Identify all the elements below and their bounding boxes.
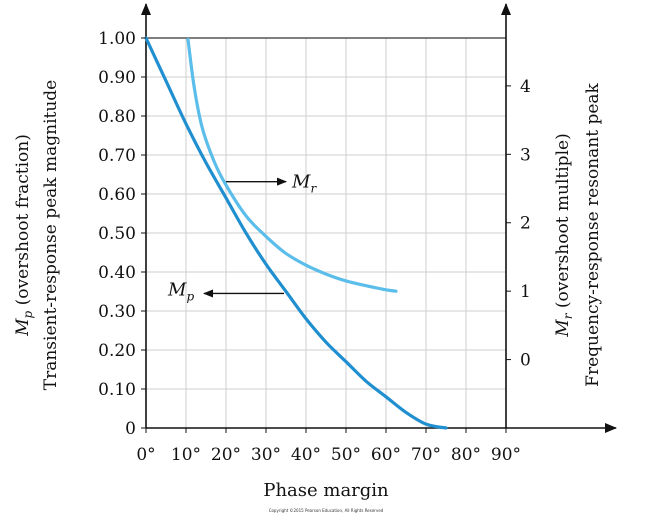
series-line-mr	[186, 37, 398, 293]
grid-lines	[146, 38, 506, 428]
left-tick-label: 0.80	[98, 107, 136, 127]
x-tick-label: 0°	[136, 445, 155, 465]
left-tick-label: 0.20	[98, 341, 136, 361]
left-tick-label: 0.70	[98, 146, 136, 166]
right-tick-label: 2	[520, 214, 531, 234]
x-tick-label: 40°	[291, 445, 321, 465]
right-tick-label: 0	[520, 351, 531, 371]
x-axis-label: Phase margin	[263, 480, 389, 501]
x-tick-label: 70°	[411, 445, 441, 465]
x-tick-label: 60°	[371, 445, 401, 465]
left-tick-label: 1.00	[98, 29, 136, 49]
mp-annotation-label: Mp	[167, 279, 194, 303]
left-tick-label: 0.10	[98, 380, 136, 400]
x-tick-label: 10°	[171, 445, 201, 465]
curve-annotations: Mr Mp	[167, 172, 317, 304]
left-tick-label: 0.30	[98, 302, 136, 322]
x-tick-label: 30°	[251, 445, 281, 465]
left-tick-label: 0.60	[98, 185, 136, 205]
right-tick-label: 3	[520, 145, 531, 165]
x-tick-label: 20°	[211, 445, 241, 465]
left-axis-label: Mp (overshoot fraction) Transient-respon…	[13, 80, 61, 391]
axes	[141, 3, 617, 433]
tick-labels: 0 0.10 0.20 0.30 0.40 0.50 0.60 0.70 0.80 0.90 1.0…	[98, 29, 531, 465]
left-axis-label-line1: Mp (overshoot fraction)	[13, 134, 35, 337]
x-tick-label: 50°	[331, 445, 361, 465]
right-axis-label-line1: Mr (overshoot multiple)	[553, 133, 575, 337]
x-tick-label: 80°	[451, 445, 481, 465]
left-axis-label-line2: Transient-response peak magnitude	[41, 80, 61, 391]
data-series	[144, 36, 448, 430]
left-tick-label: 0.90	[98, 68, 136, 88]
left-tick-label: 0	[125, 419, 136, 439]
right-tick-label: 4	[520, 77, 531, 97]
series-line-mp	[144, 36, 448, 430]
left-tick-label: 0.50	[98, 224, 136, 244]
right-tick-label: 1	[520, 282, 531, 302]
mr-annotation-label: Mr	[291, 172, 317, 196]
x-tick-label: 90°	[491, 445, 521, 465]
copyright-footer: Copyright ©2015 Pearson Education, All R…	[269, 508, 384, 513]
right-axis-label-line2: Frequency-response resonant peak	[583, 82, 603, 386]
right-axis-label: Mr (overshoot multiple) Frequency-respon…	[553, 82, 603, 386]
left-tick-label: 0.40	[98, 263, 136, 283]
